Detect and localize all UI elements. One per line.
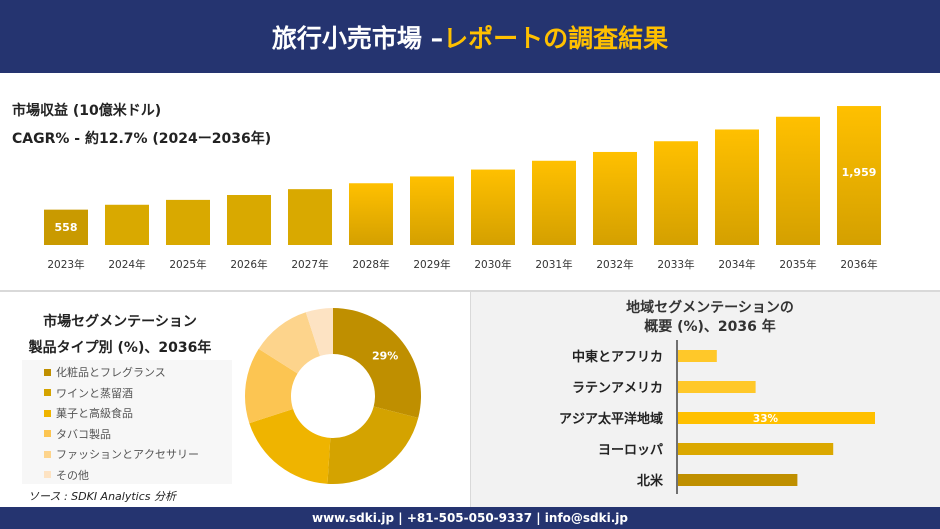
revenue-bar [288,189,332,245]
title-main: 旅行小売市場 – [271,23,444,53]
header-banner: 旅行小売市場 – レポートの調査結果 [0,0,940,73]
revenue-bar [471,169,515,245]
region-title: 地域セグメンテーションの [626,300,794,316]
legend-swatch [44,430,51,438]
segment-title: 市場セグメンテーション [43,314,197,330]
year-tick-label: 2028年 [352,258,389,271]
region-label: 北米 [637,473,664,489]
revenue-bar [715,129,759,245]
revenue-bar [166,199,210,245]
legend-label: ファッションとアクセサリー [56,448,199,462]
divider [0,290,940,292]
revenue-title: 市場収益 (10億米ドル) [12,103,162,119]
donut-slice [245,348,298,424]
revenue-bar [410,176,454,245]
donut-slice [249,408,331,484]
region-panel [471,292,940,507]
year-tick-label: 2036年 [840,258,877,271]
revenue-bar [654,141,698,245]
donut-slice [258,312,321,374]
revenue-bar [227,195,271,245]
region-label: ラテンアメリカ [572,381,663,396]
legend-swatch [44,389,51,397]
region-bar [678,381,756,393]
year-tick-label: 2035年 [779,258,816,271]
legend-swatch [44,368,51,376]
source-note: ソース : SDKI Analytics 分析 [28,490,177,503]
year-tick-label: 2034年 [718,258,755,271]
donut-slice [333,308,421,418]
legend-item: ワインと蒸留酒 [44,383,232,404]
legend-label: 菓子と高級食品 [56,407,133,421]
year-tick-label: 2031年 [535,258,572,271]
year-tick-label: 2024年 [108,258,145,271]
donut-slice [305,308,333,357]
year-tick-label: 2029年 [413,258,450,271]
bar-data-label: 1,959 [842,166,877,179]
legend-item: その他 [44,465,232,486]
region-bar [678,350,717,362]
revenue-bar [532,160,576,245]
year-tick-label: 2030年 [474,258,511,271]
legend-item: 化粧品とフレグランス [44,362,232,383]
year-tick-label: 2032年 [596,258,633,271]
revenue-bar [44,209,88,245]
region-subtitle: 概要 (%)、2036 年 [644,319,776,335]
region-bar [678,474,798,486]
revenue-bar [105,204,149,245]
revenue-bar [593,151,637,245]
year-tick-label: 2025年 [169,258,206,271]
segment-subtitle: 製品タイプ別 (%)、2036年 [28,340,212,356]
legend-label: その他 [56,468,89,482]
slice-data-label: 29% [372,350,398,363]
region-bar [678,443,834,455]
region-bar [678,412,875,424]
year-tick-label: 2033年 [657,258,694,271]
legend-item: タバコ製品 [44,424,232,445]
cagr-subtitle: CAGR% - 約12.7% (2024ー2036年) [12,131,272,147]
revenue-bar [776,116,820,245]
region-label: アジア太平洋地域 [559,411,663,427]
year-tick-label: 2023年 [47,258,84,271]
bar-data-label: 558 [55,221,78,234]
region-label: ヨーロッパ [598,443,663,458]
legend-swatch [44,450,51,458]
revenue-bar [837,106,881,246]
legend-label: 化粧品とフレグランス [56,366,166,380]
year-tick-label: 2026年 [230,258,267,271]
legend-swatch [44,409,51,417]
vertical-divider [470,292,471,507]
region-data-label: 33% [753,413,779,425]
legend-label: タバコ製品 [56,427,111,441]
region-label: 中東とアフリカ [572,349,663,365]
revenue-bar [349,183,393,245]
footer-contact: www.sdki.jp | +81-505-050-9337 | info@sd… [0,507,940,529]
donut-slice [327,406,419,485]
year-tick-label: 2027年 [291,258,328,271]
legend-item: ファッションとアクセサリー [44,444,232,465]
pie-legend: 化粧品とフレグランス ワインと蒸留酒 菓子と高級食品 タバコ製品ファッションとアクセサ… [22,360,232,484]
title-accent: レポートの調査結果 [443,23,669,53]
legend-item: 菓子と高級食品 [44,403,232,424]
legend-swatch [44,471,51,479]
legend-label: ワインと蒸留酒 [56,386,133,400]
